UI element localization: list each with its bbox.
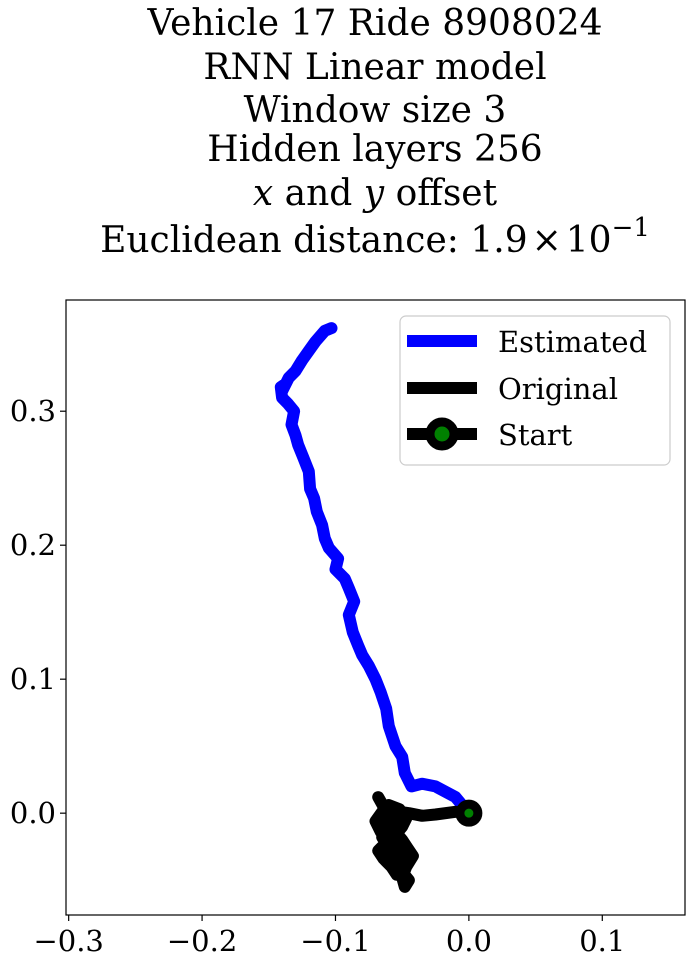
series-line-estimated bbox=[274, 322, 475, 820]
marker-layer bbox=[455, 799, 483, 827]
x-tick-label: 0.0 bbox=[446, 924, 492, 958]
title-line-5: x and y offset bbox=[253, 173, 498, 214]
y-tick-label: 0.2 bbox=[10, 528, 56, 562]
x-tick-label: −0.1 bbox=[300, 924, 370, 958]
plot-area bbox=[274, 322, 475, 893]
legend-estimated-label: Estimated bbox=[498, 325, 647, 359]
title-distance-base: 10 bbox=[566, 220, 612, 261]
legend-original-label: Original bbox=[498, 372, 618, 406]
legend-start-label: Start bbox=[498, 418, 573, 452]
title-var-x: x bbox=[253, 173, 273, 214]
y-tick-label: 0.1 bbox=[10, 662, 56, 696]
title-offset: offset bbox=[384, 173, 497, 214]
series-line-original bbox=[369, 791, 475, 893]
title-line-1: Vehicle 17 Ride 8908024 bbox=[146, 3, 602, 44]
y-tick-label: 0.0 bbox=[10, 796, 56, 830]
title-line-2: RNN Linear model bbox=[203, 47, 546, 88]
title-line-3: Window size 3 bbox=[244, 90, 507, 131]
x-tick-label: −0.3 bbox=[33, 924, 103, 958]
title-distance-exponent: −1 bbox=[612, 213, 650, 243]
plot-frame bbox=[65, 299, 686, 916]
start-marker bbox=[455, 799, 483, 827]
legend: Estimated Original Start bbox=[399, 315, 671, 466]
x-axis: −0.3 −0.2 −0.1 0.0 0.1 bbox=[33, 915, 625, 958]
title-var-y: y bbox=[362, 173, 385, 214]
title-line-6: Euclidean distance: 1.9 × 10−1 bbox=[100, 213, 650, 261]
legend-box bbox=[399, 315, 671, 466]
chart-title: Vehicle 17 Ride 8908024 RNN Linear model… bbox=[100, 3, 650, 261]
title-line-4: Hidden layers 256 bbox=[207, 129, 542, 170]
legend-start-marker bbox=[425, 417, 459, 451]
title-and: and bbox=[273, 173, 364, 214]
x-tick-label: −0.2 bbox=[167, 924, 237, 958]
x-tick-label: 0.1 bbox=[579, 924, 625, 958]
y-axis: 0.0 0.1 0.2 0.3 bbox=[10, 394, 66, 830]
title-distance-prefix: Euclidean distance: 1.9 bbox=[100, 220, 528, 261]
title-distance-times: × bbox=[532, 220, 562, 261]
y-tick-label: 0.3 bbox=[10, 394, 56, 428]
